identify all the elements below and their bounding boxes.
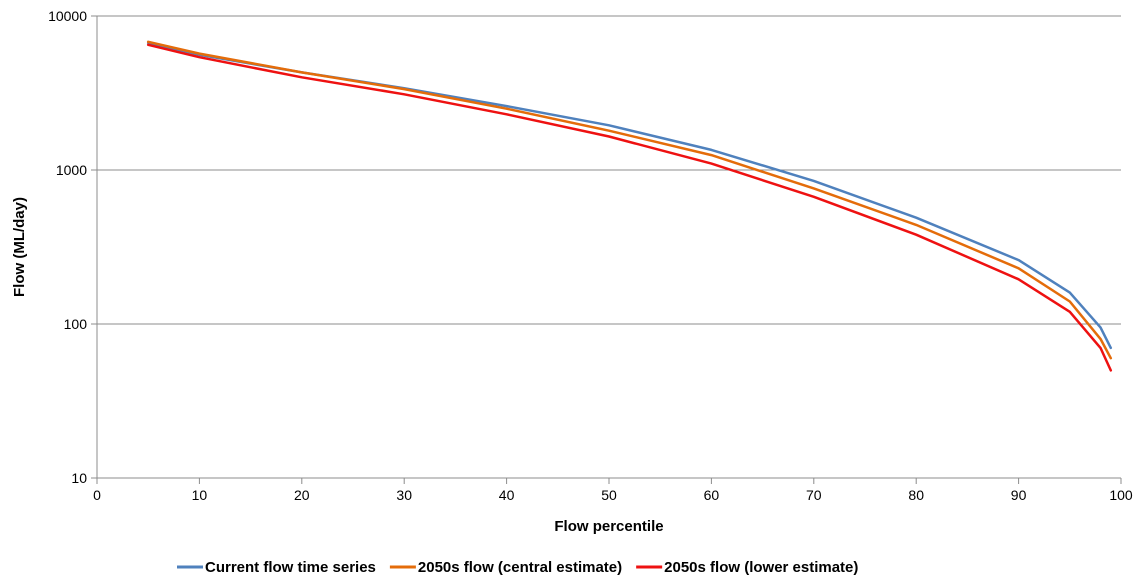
x-tick-label: 0 (93, 487, 101, 503)
legend-label: 2050s flow (central estimate) (418, 559, 622, 576)
x-tick-label: 10 (192, 487, 208, 503)
legend: Current flow time series 2050s flow (cent… (177, 559, 858, 576)
y-axis-title: Flow (ML/day) (11, 197, 28, 297)
x-tick-label: 100 (1109, 487, 1133, 503)
legend-item: Current flow time series (177, 559, 376, 576)
x-tick-label: 30 (396, 487, 412, 503)
series-lines (146, 40, 1113, 372)
y-tick-label: 10 (71, 470, 87, 486)
y-tick-label: 100 (64, 316, 88, 332)
series-line-1 (146, 41, 1113, 350)
x-tick-label: 40 (499, 487, 515, 503)
axes (91, 15, 1122, 484)
x-tick-label: 60 (704, 487, 720, 503)
x-tick-label: 50 (601, 487, 617, 503)
x-axis-title: Flow percentile (554, 518, 663, 535)
x-tick-label: 90 (1011, 487, 1027, 503)
legend-label: Current flow time series (205, 559, 376, 576)
legend-label: 2050s flow (lower estimate) (664, 559, 858, 576)
tick-labels: 10 100 1000 10000 0 10 20 30 40 50 60 70 80 90 100 (48, 8, 1133, 503)
y-tick-label: 1000 (56, 162, 87, 178)
series-line-3 (146, 43, 1113, 372)
series-line-2 (146, 40, 1113, 360)
legend-item: 2050s flow (central estimate) (389, 559, 622, 576)
legend-item: 2050s flow (lower estimate) (636, 559, 858, 576)
x-tick-label: 80 (908, 487, 924, 503)
y-tick-label: 10000 (48, 8, 87, 24)
x-tick-label: 70 (806, 487, 822, 503)
x-tick-label: 20 (294, 487, 310, 503)
